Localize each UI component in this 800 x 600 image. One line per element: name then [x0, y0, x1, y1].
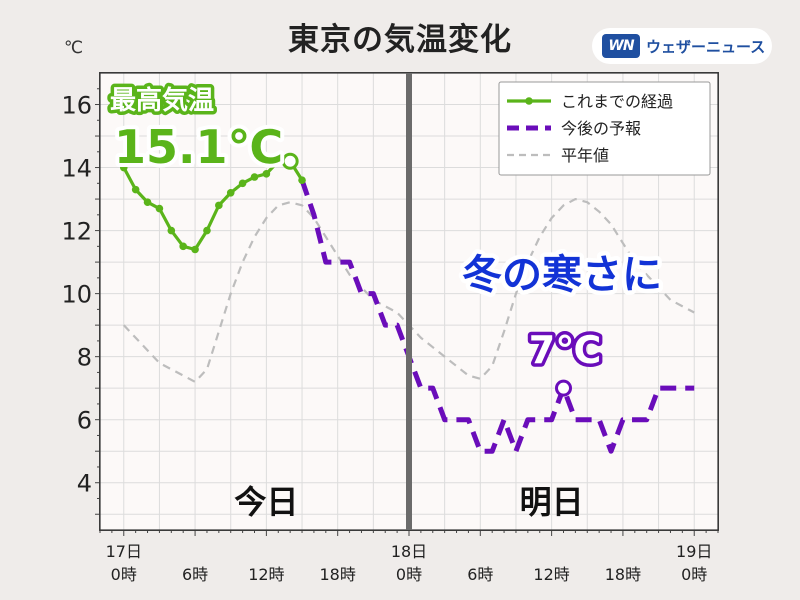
x-tick-label-hour: 6時	[467, 565, 493, 584]
x-tick-label-hour: 18時	[320, 565, 356, 584]
page-title: 東京の気温変化	[288, 22, 512, 58]
y-tick-label: 4	[77, 470, 92, 498]
observed-point	[155, 204, 164, 213]
x-tick-label-hour: 0時	[396, 565, 422, 584]
weathernews-logo: WN ウェザーニュース	[592, 28, 772, 64]
min-temp-value: 7℃	[529, 328, 601, 372]
y-axis-unit: ℃	[64, 38, 84, 58]
legend-label: 平年値	[561, 146, 609, 165]
marked-point	[555, 379, 572, 397]
y-tick-label: 8	[77, 344, 92, 372]
observed-point	[298, 176, 306, 184]
day-label-tomorrow: 明日	[520, 483, 584, 521]
y-tick-label: 6	[77, 407, 92, 435]
observed-point	[215, 201, 223, 210]
marked-point	[281, 152, 299, 170]
legend-box	[498, 81, 711, 176]
legend-label: 今後の予報	[561, 119, 641, 138]
observed-point	[274, 157, 283, 166]
x-tick-label-date: 18日	[391, 542, 427, 561]
y-tick-label: 10	[61, 281, 92, 309]
x-tick-label-date: 19日	[676, 542, 712, 561]
x-tick-label-hour: 6時	[182, 565, 208, 584]
x-tick-label-hour: 0時	[111, 565, 137, 584]
observed-point	[131, 185, 140, 194]
cold-annotation: 冬の寒さに	[462, 252, 662, 298]
observed-point	[143, 198, 152, 207]
logo-text: ウェザーニュース	[646, 37, 766, 56]
x-tick-label-date: 17日	[106, 542, 142, 561]
x-tick-label-hour: 12時	[533, 565, 569, 584]
day-label-today: 今日	[234, 483, 298, 521]
legend-marker	[525, 97, 533, 105]
series-line-observed	[122, 159, 304, 252]
observed-point	[238, 179, 247, 188]
y-tick-label: 14	[61, 155, 92, 183]
observed-point	[191, 245, 199, 254]
x-tick-label-hour: 0時	[681, 565, 707, 584]
observed-point	[250, 173, 259, 181]
observed-point	[167, 226, 176, 235]
y-tick-label: 12	[61, 218, 92, 246]
max-temp-value: 15.1℃	[114, 120, 283, 174]
legend-label: これまでの経過	[561, 92, 673, 111]
logo-mark: WN	[602, 34, 640, 58]
y-tick-label: 16	[61, 92, 92, 120]
observed-point	[119, 163, 128, 172]
observed-point	[179, 242, 187, 251]
observed-point	[226, 188, 235, 197]
observed-point	[203, 226, 211, 235]
observed-point	[262, 170, 271, 178]
x-tick-label-hour: 12時	[248, 565, 284, 584]
x-tick-label-hour: 18時	[605, 565, 641, 584]
max-temp-label: 最高気温	[110, 85, 214, 116]
